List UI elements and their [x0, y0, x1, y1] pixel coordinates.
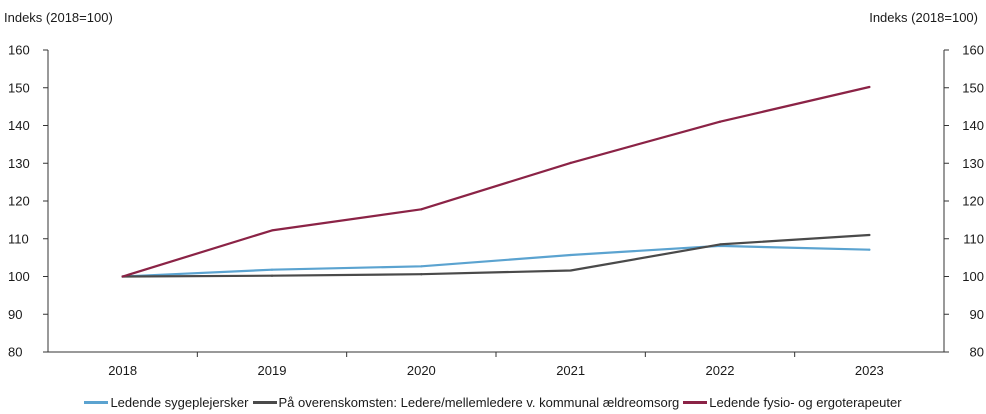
data-point [868, 233, 871, 237]
legend-item-2: På overenskomsten: Ledere/mellemledere v… [252, 395, 680, 410]
y-tick-label-right: 80 [970, 345, 984, 360]
y-tick-label-right: 130 [962, 156, 984, 171]
x-tick-label: 2023 [855, 363, 884, 378]
y-tick-label-right: 140 [962, 118, 984, 133]
legend-item-1: Ledende sygeplejersker [84, 395, 249, 410]
series-line-2 [121, 233, 871, 278]
legend-label: På overenskomsten: Ledere/mellemledere v… [278, 395, 680, 410]
data-point [718, 120, 722, 123]
series-line-3 [121, 85, 871, 278]
data-point [270, 268, 274, 271]
x-tick-label: 2019 [258, 363, 287, 378]
data-point [569, 269, 572, 272]
x-tick-label: 2018 [108, 363, 137, 378]
y-tick-label-left: 80 [8, 345, 22, 360]
data-point [121, 275, 124, 278]
y-tick-label-right: 110 [963, 231, 984, 246]
x-tick-label: 2022 [706, 363, 735, 378]
data-point [868, 248, 871, 251]
y-tick-label-right: 150 [962, 80, 984, 95]
data-point [270, 229, 274, 232]
y-tick-label-left: 100 [8, 269, 30, 284]
legend-item-3: Ledende fysio- og ergoterapeuter [683, 395, 902, 410]
legend: Ledende sygeplejersker På overenskomsten:… [0, 395, 986, 410]
data-point [569, 161, 572, 164]
data-point [569, 253, 572, 257]
y-tick-label-left: 140 [8, 118, 30, 133]
y-tick-label-right: 90 [970, 307, 984, 322]
y-tick-label-left: 130 [8, 156, 30, 171]
y-axis-title-right: Indeks (2018=100) [869, 10, 978, 25]
legend-swatch [252, 401, 277, 404]
y-tick-label-left: 120 [8, 194, 30, 209]
line-chart: 80 80 90 90 100 100 110 110 120 120 130 130 140 140 15… [8, 43, 984, 379]
data-point [420, 273, 423, 276]
legend-swatch [84, 401, 109, 404]
data-point [718, 243, 722, 246]
series-line-1 [121, 244, 871, 278]
legend-swatch [683, 401, 708, 404]
y-tick-label-right: 100 [962, 269, 984, 284]
legend-label: Ledende sygeplejersker [110, 395, 249, 410]
y-tick-label-left: 90 [8, 307, 22, 322]
data-point [420, 265, 423, 268]
y-axis-title-left: Indeks (2018=100) [4, 10, 113, 25]
data-point [270, 274, 274, 277]
x-tick-label: 2021 [556, 363, 585, 378]
y-tick-label-right: 120 [962, 194, 984, 209]
y-tick-label-left: 110 [8, 231, 29, 246]
legend-label: Ledende fysio- og ergoterapeuter [709, 395, 902, 410]
data-point [420, 208, 423, 211]
y-tick-label-left: 160 [8, 43, 30, 58]
y-tick-label-right: 160 [962, 43, 984, 58]
y-tick-label-left: 150 [8, 80, 30, 95]
data-point [868, 85, 871, 89]
x-tick-label: 2020 [407, 363, 436, 378]
